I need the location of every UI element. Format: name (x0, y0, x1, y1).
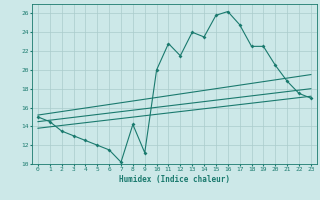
X-axis label: Humidex (Indice chaleur): Humidex (Indice chaleur) (119, 175, 230, 184)
